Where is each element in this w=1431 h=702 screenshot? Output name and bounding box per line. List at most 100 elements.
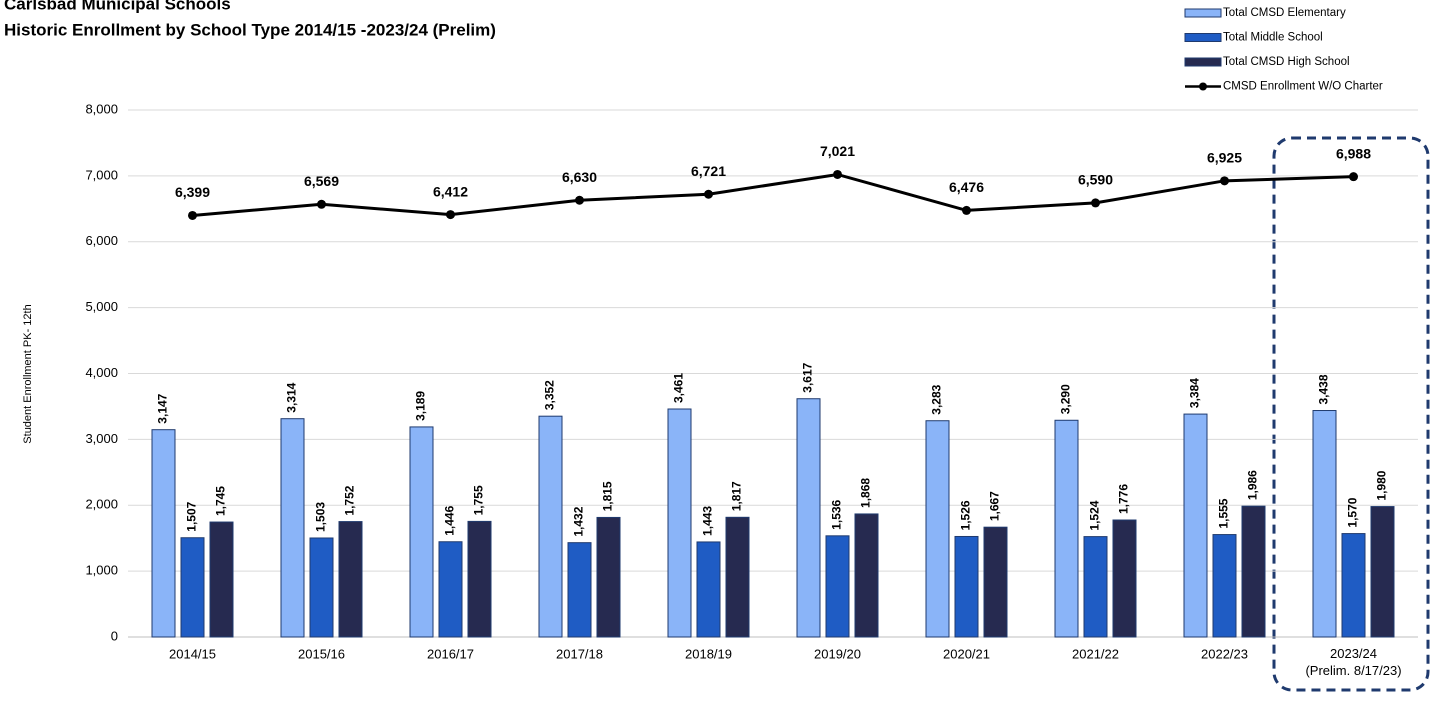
- bar: [1083, 536, 1108, 638]
- bar-value-label: 1,986: [1246, 470, 1260, 500]
- bar: [1341, 533, 1366, 638]
- bar-value-label: 1,503: [314, 502, 328, 532]
- line-value-label: 6,569: [304, 173, 339, 189]
- line-value-label: 6,476: [949, 179, 984, 195]
- bar-value-label: 1,667: [988, 491, 1002, 521]
- legend-swatch: [1184, 57, 1222, 67]
- bar-value-label: 1,536: [830, 499, 844, 529]
- chart-subtitle: Historic Enrollment by School Type 2014/…: [4, 20, 496, 39]
- bar: [209, 521, 234, 638]
- line-value-label: 6,988: [1336, 145, 1371, 161]
- bar-value-label: 1,446: [443, 505, 457, 535]
- line-point: [1349, 172, 1358, 182]
- bar-value-label: 1,776: [1117, 484, 1131, 514]
- line: [192, 172, 1354, 217]
- bar-value-label: 1,980: [1375, 470, 1389, 500]
- bar: [1212, 534, 1237, 638]
- bar: [983, 526, 1008, 638]
- bar: [1241, 505, 1266, 638]
- bar: [954, 535, 979, 638]
- bar: [151, 429, 176, 638]
- y-tick-label: 7,000: [85, 167, 118, 182]
- bar: [925, 420, 950, 638]
- bar: [1183, 413, 1208, 638]
- line-point: [1220, 176, 1229, 186]
- bar: [180, 537, 205, 638]
- legend-swatch: [1184, 33, 1222, 42]
- line-value-label: 6,925: [1207, 150, 1242, 166]
- bar-value-label: 3,147: [156, 393, 170, 423]
- bar-value-label: 3,384: [1188, 378, 1202, 408]
- y-axis-label: Student Enrollment PK- 12th: [22, 304, 34, 443]
- line-value-label: 6,590: [1078, 172, 1113, 188]
- x-tick-label: 2014/15: [169, 646, 216, 661]
- bar: [309, 537, 334, 638]
- y-tick-label: 4,000: [85, 365, 118, 380]
- y-tick-label: 5,000: [85, 299, 118, 314]
- bar-value-label: 3,189: [414, 391, 428, 421]
- bar-value-label: 3,314: [285, 382, 299, 412]
- line-point: [188, 210, 197, 220]
- bar: [538, 415, 563, 638]
- legend-swatch: [1184, 8, 1222, 18]
- line-value-label: 6,412: [433, 183, 468, 199]
- bar: [567, 542, 592, 638]
- legend-label: Total CMSD High School: [1223, 56, 1350, 68]
- line-point: [1091, 198, 1100, 208]
- x-tick-label: 2021/22: [1072, 646, 1119, 661]
- line-point: [317, 199, 326, 209]
- bar: [1054, 419, 1079, 638]
- bar-value-label: 3,438: [1317, 374, 1331, 404]
- bar-value-label: 1,815: [601, 481, 615, 511]
- bar-value-label: 1,752: [343, 485, 357, 515]
- line-point: [833, 169, 842, 179]
- bar: [409, 426, 434, 638]
- y-tick-label: 8,000: [85, 101, 118, 116]
- bar-value-label: 1,507: [185, 501, 199, 531]
- bar: [338, 521, 363, 638]
- x-tick-label: 2019/20: [814, 646, 861, 661]
- x-tick-label: 2020/21: [943, 646, 990, 661]
- line-value-label: 6,399: [175, 184, 210, 200]
- bar-value-label: 1,570: [1346, 497, 1360, 527]
- legend-label: CMSD Enrollment W/O Charter: [1223, 81, 1383, 93]
- x-tick-label: 2023/24 (Prelim. 8/17/23): [1305, 646, 1401, 678]
- chart-title: Carlsbad Municipal Schools: [4, 0, 231, 13]
- bar-value-label: 1,524: [1088, 500, 1102, 530]
- bar-value-label: 3,617: [801, 362, 815, 392]
- bar-value-label: 3,461: [672, 373, 686, 403]
- line-point: [446, 210, 455, 220]
- bar-value-label: 1,868: [859, 478, 873, 508]
- y-tick-label: 0: [111, 628, 118, 643]
- bar-value-label: 1,817: [730, 481, 744, 511]
- bar-value-label: 1,432: [572, 506, 586, 536]
- bar-value-label: 3,352: [543, 380, 557, 410]
- x-tick-label: 2022/23: [1201, 646, 1248, 661]
- bar: [854, 513, 879, 638]
- bar: [1312, 410, 1337, 638]
- bar-value-label: 1,526: [959, 500, 973, 530]
- y-tick-label: 3,000: [85, 431, 118, 446]
- x-tick-label: 2017/18: [556, 646, 603, 661]
- bar: [438, 541, 463, 638]
- bar: [1112, 519, 1137, 638]
- bar: [280, 418, 305, 638]
- bar: [1370, 506, 1395, 638]
- bar-value-label: 3,283: [930, 384, 944, 414]
- bar-value-label: 1,555: [1217, 498, 1231, 528]
- x-tick-label: 2016/17: [427, 646, 474, 661]
- y-tick-label: 2,000: [85, 497, 118, 512]
- line-point: [962, 205, 971, 215]
- bar: [667, 408, 692, 638]
- bar: [796, 398, 821, 638]
- legend-label: Total CMSD Elementary: [1223, 7, 1346, 19]
- bar-value-label: 1,755: [472, 485, 486, 515]
- bar: [596, 516, 621, 638]
- y-tick-label: 1,000: [85, 563, 118, 578]
- bar: [696, 541, 721, 638]
- bar: [825, 535, 850, 638]
- legend-label: Total Middle School: [1223, 32, 1323, 44]
- line-point: [704, 189, 713, 199]
- line-value-label: 7,021: [820, 143, 855, 159]
